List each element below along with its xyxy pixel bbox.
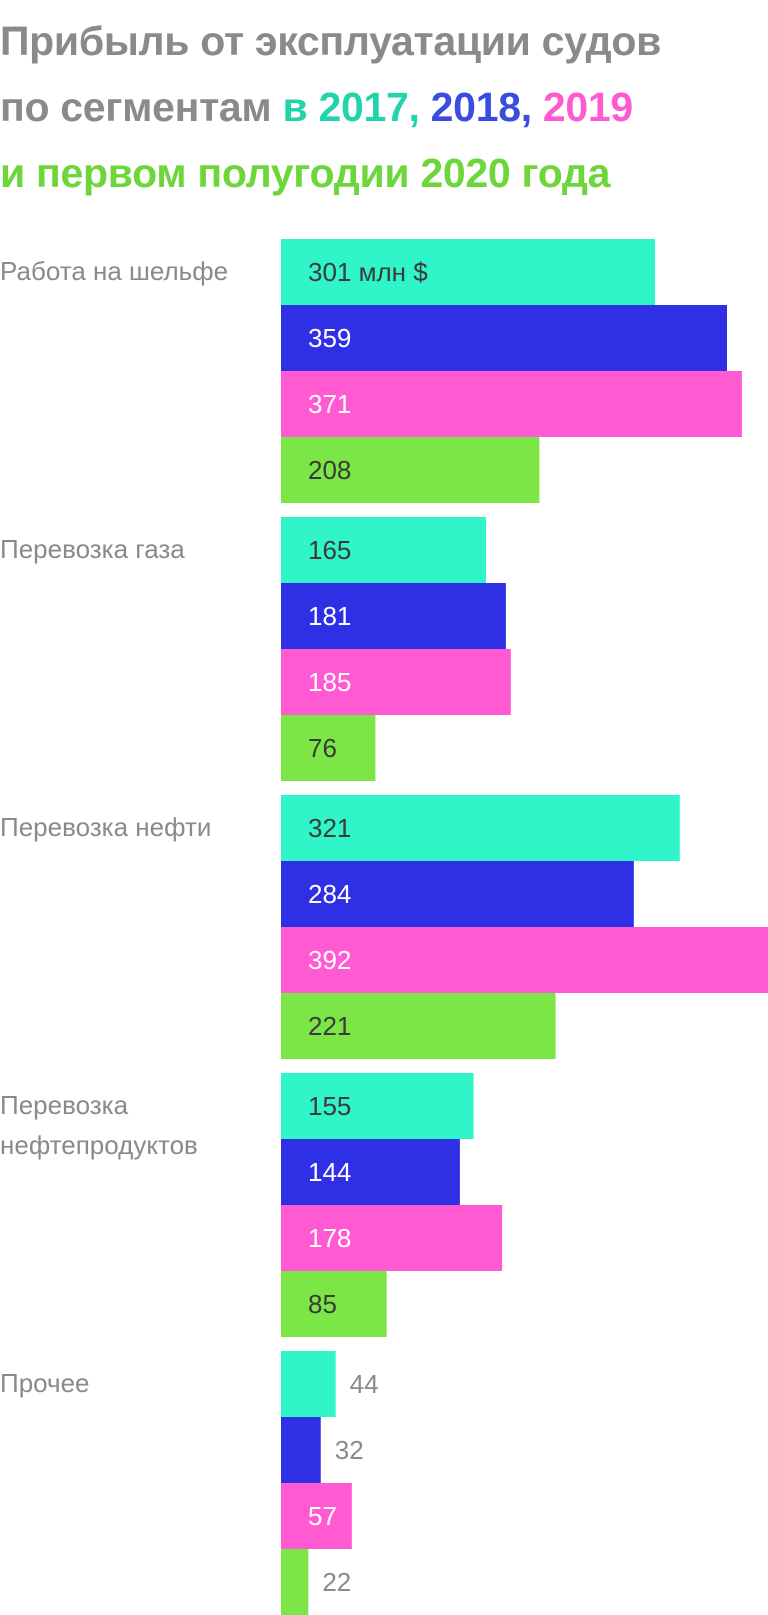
bar-2019	[281, 927, 768, 993]
category-label: Работа на шельфе	[0, 256, 228, 286]
category-label: Перевозка нефти	[0, 812, 211, 842]
bar-2017	[281, 239, 655, 305]
data-label: 22	[322, 1567, 351, 1597]
bar-2017	[281, 517, 486, 583]
bar-2017	[281, 1351, 336, 1417]
title-year-2017: в 2017,	[282, 84, 420, 130]
bar-2019	[281, 371, 742, 437]
bar-2020	[281, 1549, 309, 1615]
data-label: 57	[308, 1501, 337, 1531]
data-label: 181	[308, 601, 351, 631]
title-year-2018: 2018,	[419, 84, 532, 130]
data-label: 221	[308, 1011, 351, 1041]
bar-2019	[281, 649, 511, 715]
data-label: 32	[335, 1435, 364, 1465]
bar-2020	[281, 715, 376, 781]
bar-2018	[281, 1139, 460, 1205]
bar-2017	[281, 1073, 474, 1139]
data-label: 392	[308, 945, 351, 975]
data-label: 165	[308, 535, 351, 565]
data-label: 185	[308, 667, 351, 697]
data-label: 85	[308, 1289, 337, 1319]
data-label: 321	[308, 813, 351, 843]
bar-2019	[281, 1205, 503, 1271]
category-label: Перевозка нефтепродуктов	[0, 1090, 198, 1160]
bar-2018	[281, 305, 728, 371]
data-label: 76	[308, 733, 337, 763]
data-label: 144	[308, 1157, 351, 1187]
bar-2020	[281, 1271, 387, 1337]
data-label: 371	[308, 389, 351, 419]
data-label: 155	[308, 1091, 351, 1121]
title-line-2-prefix: по сегментам	[0, 84, 283, 130]
data-label: 301 млн $	[308, 257, 428, 287]
bar-2017	[281, 795, 680, 861]
category-label: Прочее	[0, 1368, 90, 1398]
data-label: 359	[308, 323, 351, 353]
bar-2018	[281, 583, 506, 649]
bar-2020	[281, 437, 540, 503]
chart-title: Прибыль от эксплуатации судов по сегмент…	[0, 8, 768, 206]
title-line-3: и первом полугодии 2020 года	[0, 150, 611, 196]
data-label: 208	[308, 455, 351, 485]
bar-2019	[281, 1483, 352, 1549]
data-label: 284	[308, 879, 351, 909]
data-label: 178	[308, 1223, 351, 1253]
title-line-1: Прибыль от эксплуатации судов	[0, 18, 661, 64]
data-label: 44	[350, 1369, 379, 1399]
category-label: Перевозка газа	[0, 534, 185, 564]
bar-2020	[281, 993, 556, 1059]
bar-2018	[281, 861, 634, 927]
title-year-2019: 2019	[531, 84, 633, 130]
bar-2018	[281, 1417, 321, 1483]
